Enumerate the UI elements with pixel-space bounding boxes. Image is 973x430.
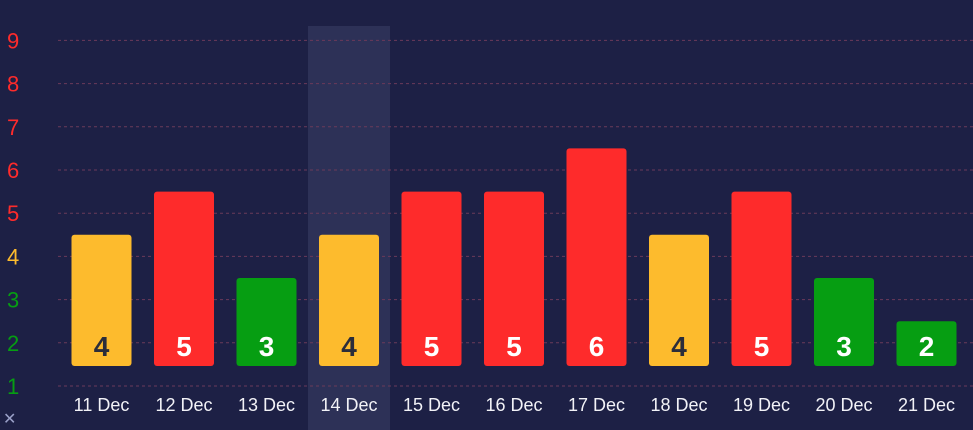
bar[interactable] bbox=[731, 191, 792, 366]
x-tick-label: 21 Dec bbox=[898, 395, 955, 415]
x-tick-label: 14 Dec bbox=[320, 395, 377, 415]
y-axis-ticks: 1 2 3 4 5 6 7 8 9 bbox=[7, 28, 19, 399]
y-tick-label: 7 bbox=[7, 115, 19, 140]
y-tick-label: 2 bbox=[7, 331, 19, 356]
data-label: 4 bbox=[341, 331, 357, 362]
y-tick-label: 5 bbox=[7, 201, 19, 226]
x-axis-ticks: 11 Dec 12 Dec 13 Dec 14 Dec 15 Dec 16 Dec 17 D… bbox=[74, 395, 955, 415]
close-icon[interactable]: ✕ bbox=[3, 409, 17, 428]
data-label: 4 bbox=[94, 331, 110, 362]
data-labels-layer: 4 5 3 4 5 5 6 4 5 3 2 bbox=[94, 331, 935, 362]
data-label: 5 bbox=[754, 331, 770, 362]
bars-layer bbox=[71, 148, 957, 366]
data-label: 2 bbox=[919, 331, 935, 362]
bar[interactable] bbox=[566, 148, 627, 366]
bar[interactable] bbox=[319, 234, 379, 366]
highlight-layer bbox=[308, 26, 390, 430]
data-label: 5 bbox=[506, 331, 522, 362]
x-tick-label: 16 Dec bbox=[485, 395, 542, 415]
data-label: 6 bbox=[589, 331, 605, 362]
y-tick-label: 1 bbox=[7, 374, 19, 399]
x-tick-label: 13 Dec bbox=[238, 395, 295, 415]
x-tick-label: 15 Dec bbox=[403, 395, 460, 415]
x-tick-label: 12 Dec bbox=[155, 395, 212, 415]
bar[interactable] bbox=[401, 191, 462, 366]
y-tick-label: 9 bbox=[7, 28, 19, 53]
bar[interactable] bbox=[484, 191, 544, 366]
bar[interactable] bbox=[649, 234, 709, 366]
x-tick-label: 19 Dec bbox=[733, 395, 790, 415]
y-tick-label: 6 bbox=[7, 158, 19, 183]
bar[interactable] bbox=[896, 321, 957, 366]
bar[interactable] bbox=[236, 278, 297, 366]
y-tick-label: 8 bbox=[7, 72, 19, 97]
y-tick-label: 3 bbox=[7, 288, 19, 313]
data-label: 5 bbox=[424, 331, 440, 362]
bar[interactable] bbox=[71, 234, 132, 366]
x-tick-label: 17 Dec bbox=[568, 395, 625, 415]
x-tick-label: 20 Dec bbox=[815, 395, 872, 415]
data-label: 5 bbox=[176, 331, 192, 362]
x-tick-label: 18 Dec bbox=[650, 395, 707, 415]
data-label: 3 bbox=[836, 331, 852, 362]
data-label: 4 bbox=[671, 331, 687, 362]
bar[interactable] bbox=[154, 191, 214, 366]
highlight-band bbox=[308, 26, 390, 430]
y-tick-label: 4 bbox=[7, 244, 19, 269]
data-label: 3 bbox=[259, 331, 275, 362]
x-tick-label: 11 Dec bbox=[74, 395, 130, 415]
bar[interactable] bbox=[814, 278, 874, 366]
